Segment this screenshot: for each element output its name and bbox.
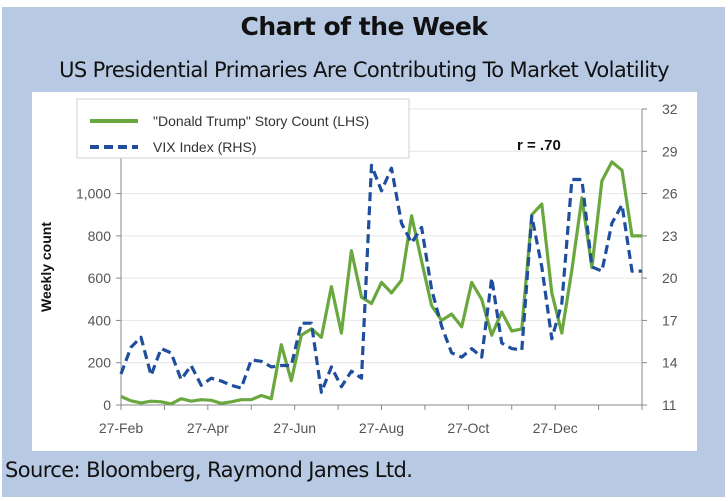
legend-label-vix: VIX Index (RHS) bbox=[153, 139, 256, 155]
y-right-tick-label: 20 bbox=[662, 270, 678, 286]
x-tick-label: 27-Feb bbox=[99, 420, 144, 436]
y-tick-label: 1,000 bbox=[76, 186, 111, 202]
x-tick-label: 27-Dec bbox=[533, 420, 578, 436]
line-chart: 02004006008001,0001,2001,400111417202326… bbox=[38, 98, 678, 436]
correlation-annotation: r = .70 bbox=[517, 137, 561, 154]
y-tick-label: 600 bbox=[88, 270, 112, 286]
x-tick-label: 27-Aug bbox=[359, 420, 404, 436]
chart-area: 02004006008001,0001,2001,400111417202326… bbox=[32, 92, 697, 451]
source-note: Source: Bloomberg, Raymond James Ltd. bbox=[5, 458, 413, 482]
legend: "Donald Trump" Story Count (LHS) VIX Ind… bbox=[76, 98, 410, 159]
y-right-tick-label: 23 bbox=[662, 228, 678, 244]
y-right-tick-label: 26 bbox=[662, 186, 678, 202]
y-tick-label: 800 bbox=[88, 228, 112, 244]
y-tick-label: 200 bbox=[88, 355, 112, 371]
y-axis-label: Weekly count bbox=[38, 222, 54, 312]
y-right-tick-label: 14 bbox=[662, 355, 678, 371]
x-tick-label: 27-Apr bbox=[187, 420, 229, 436]
y-right-tick-label: 29 bbox=[662, 143, 678, 159]
vix-index-line bbox=[119, 163, 642, 394]
y-tick-label: 0 bbox=[103, 397, 111, 413]
page-title: Chart of the Week bbox=[240, 12, 488, 41]
y-tick-label: 400 bbox=[88, 312, 112, 328]
y-right-tick-label: 11 bbox=[662, 397, 677, 413]
y-right-tick-label: 32 bbox=[662, 101, 678, 117]
x-tick-label: 27-Oct bbox=[447, 420, 489, 436]
legend-label-trump: "Donald Trump" Story Count (LHS) bbox=[153, 113, 369, 129]
chart-subtitle: US Presidential Primaries Are Contributi… bbox=[59, 58, 669, 82]
y-right-tick-label: 17 bbox=[662, 312, 678, 328]
x-tick-label: 27-Jun bbox=[273, 420, 316, 436]
